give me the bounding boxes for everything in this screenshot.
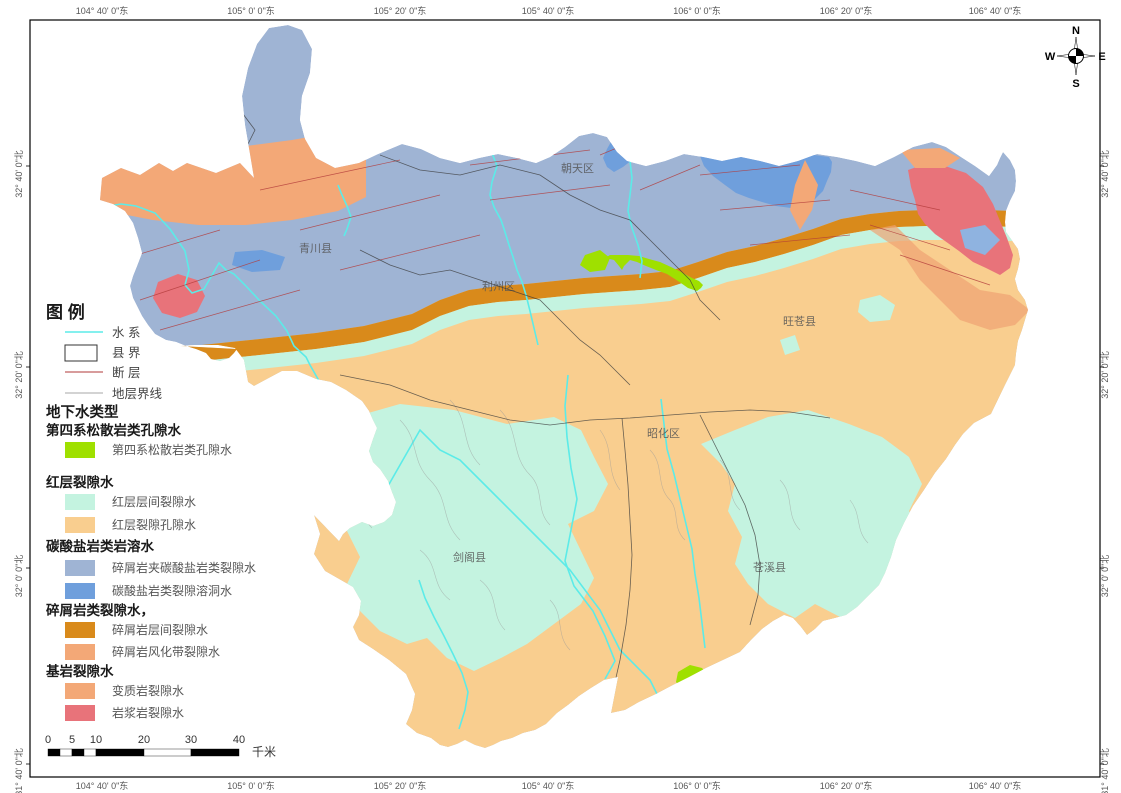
svg-text:31° 40' 0"北: 31° 40' 0"北 bbox=[14, 748, 24, 793]
svg-text:105° 40' 0"东: 105° 40' 0"东 bbox=[522, 780, 575, 791]
svg-text:变质岩裂隙水: 变质岩裂隙水 bbox=[112, 683, 184, 698]
svg-text:N: N bbox=[1072, 25, 1080, 37]
svg-text:32° 0' 0"北: 32° 0' 0"北 bbox=[14, 555, 24, 598]
svg-text:106° 40' 0"东: 106° 40' 0"东 bbox=[969, 5, 1022, 16]
svg-text:碳酸盐岩类岩溶水: 碳酸盐岩类岩溶水 bbox=[46, 538, 154, 554]
svg-text:岩浆岩裂隙水: 岩浆岩裂隙水 bbox=[112, 705, 184, 720]
svg-text:106° 0' 0"东: 106° 0' 0"东 bbox=[673, 5, 721, 16]
svg-text:106° 40' 0"东: 106° 40' 0"东 bbox=[969, 780, 1022, 791]
svg-text:地下水类型: 地下水类型 bbox=[46, 403, 119, 421]
svg-text:W: W bbox=[1045, 51, 1056, 63]
svg-text:水 系: 水 系 bbox=[112, 326, 140, 340]
svg-text:30: 30 bbox=[185, 734, 197, 746]
svg-text:红层层间裂隙水: 红层层间裂隙水 bbox=[112, 494, 196, 509]
svg-text:105° 20' 0"东: 105° 20' 0"东 bbox=[374, 5, 427, 16]
svg-text:红层裂隙水: 红层裂隙水 bbox=[46, 474, 114, 490]
svg-text:105° 20' 0"东: 105° 20' 0"东 bbox=[374, 780, 427, 791]
svg-text:20: 20 bbox=[138, 734, 150, 746]
svg-text:S: S bbox=[1072, 78, 1079, 90]
svg-text:苍溪县: 苍溪县 bbox=[753, 561, 786, 574]
svg-text:地层界线: 地层界线 bbox=[112, 387, 163, 401]
svg-text:5: 5 bbox=[69, 734, 75, 746]
svg-text:106° 0' 0"东: 106° 0' 0"东 bbox=[673, 780, 721, 791]
svg-text:基岩裂隙水: 基岩裂隙水 bbox=[46, 663, 114, 679]
svg-text:碎屑岩类裂隙水，: 碎屑岩类裂隙水， bbox=[46, 602, 154, 618]
svg-text:千米: 千米 bbox=[252, 745, 276, 759]
svg-text:32° 40' 0"北: 32° 40' 0"北 bbox=[14, 150, 24, 198]
svg-text:32° 40' 0"北: 32° 40' 0"北 bbox=[1100, 150, 1110, 198]
svg-text:旺苍县: 旺苍县 bbox=[783, 315, 816, 328]
svg-text:碎屑岩层间裂隙水: 碎屑岩层间裂隙水 bbox=[112, 622, 208, 637]
svg-text:106° 20' 0"东: 106° 20' 0"东 bbox=[820, 780, 873, 791]
svg-text:碎屑岩风化带裂隙水: 碎屑岩风化带裂隙水 bbox=[112, 644, 220, 659]
svg-text:剑阁县: 剑阁县 bbox=[453, 550, 486, 564]
svg-text:40: 40 bbox=[233, 734, 245, 746]
svg-text:105° 40' 0"东: 105° 40' 0"东 bbox=[522, 5, 575, 16]
svg-text:县 界: 县 界 bbox=[112, 346, 141, 360]
svg-text:断 层: 断 层 bbox=[112, 365, 140, 380]
svg-text:104° 40' 0"东: 104° 40' 0"东 bbox=[76, 780, 129, 791]
svg-text:0: 0 bbox=[45, 734, 51, 746]
svg-text:第四系松散岩类孔隙水: 第四系松散岩类孔隙水 bbox=[46, 422, 181, 438]
svg-text:青川县: 青川县 bbox=[299, 242, 332, 255]
svg-text:106° 20' 0"东: 106° 20' 0"东 bbox=[820, 5, 873, 16]
svg-text:图 例: 图 例 bbox=[46, 302, 85, 322]
svg-text:31° 40' 0"北: 31° 40' 0"北 bbox=[1100, 748, 1110, 793]
svg-text:红层裂隙孔隙水: 红层裂隙孔隙水 bbox=[112, 517, 196, 532]
svg-text:104° 40' 0"东: 104° 40' 0"东 bbox=[76, 5, 129, 16]
svg-text:105° 0' 0"东: 105° 0' 0"东 bbox=[227, 780, 275, 791]
svg-text:105° 0' 0"东: 105° 0' 0"东 bbox=[227, 5, 275, 16]
svg-text:碳酸盐岩类裂隙溶洞水: 碳酸盐岩类裂隙溶洞水 bbox=[112, 583, 232, 598]
svg-text:32° 20' 0"北: 32° 20' 0"北 bbox=[14, 351, 24, 399]
svg-text:第四系松散岩类孔隙水: 第四系松散岩类孔隙水 bbox=[112, 442, 232, 457]
svg-text:朝天区: 朝天区 bbox=[561, 162, 594, 175]
svg-text:32° 0' 0"北: 32° 0' 0"北 bbox=[1100, 555, 1110, 598]
svg-text:碎屑岩夹碳酸盐岩类裂隙水: 碎屑岩夹碳酸盐岩类裂隙水 bbox=[112, 560, 256, 575]
svg-text:32° 20' 0"北: 32° 20' 0"北 bbox=[1100, 351, 1110, 399]
svg-text:昭化区: 昭化区 bbox=[647, 426, 680, 440]
svg-text:10: 10 bbox=[90, 734, 102, 746]
